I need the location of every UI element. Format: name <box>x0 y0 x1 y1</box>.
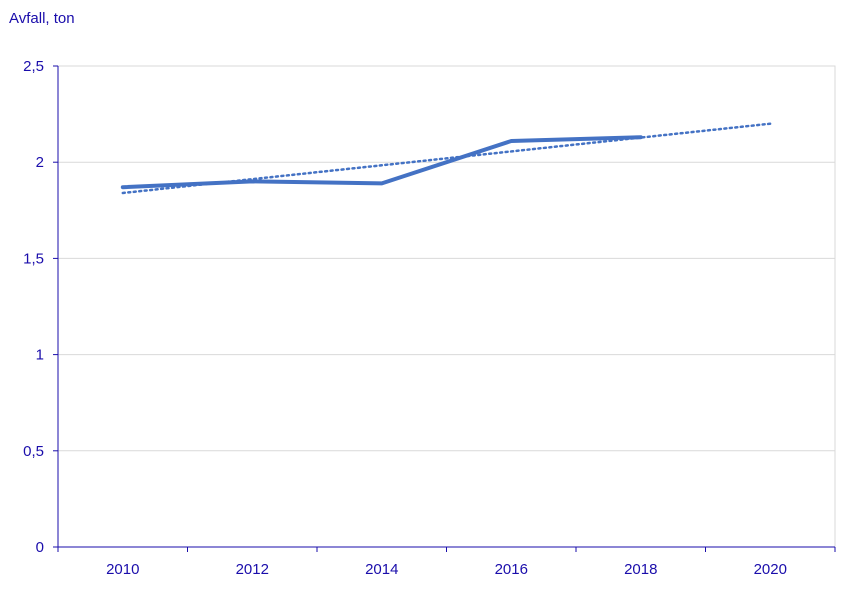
x-tick-label: 2016 <box>495 561 528 578</box>
y-tick-label: 2 <box>36 154 44 171</box>
plot-area-border <box>57 65 836 548</box>
y-tick-labels: 0 0,5 1 1,5 2 2,5 <box>23 58 44 556</box>
x-tick-label: 2010 <box>106 561 139 578</box>
axes <box>53 65 836 552</box>
y-tick-label: 1 <box>36 347 44 364</box>
trend-line <box>121 122 772 195</box>
x-tick-label: 2020 <box>754 561 787 578</box>
y-tick-label: 0 <box>36 539 44 556</box>
gridlines <box>57 65 836 548</box>
y-tick-label: 2,5 <box>23 58 44 75</box>
x-tick-label: 2012 <box>236 561 269 578</box>
series-lines <box>120 122 772 195</box>
x-tick-labels: 2010 2012 2014 2016 2018 2020 <box>106 561 787 578</box>
y-tick-label: 0,5 <box>23 443 44 460</box>
y-tick-label: 1,5 <box>23 250 44 267</box>
x-tick-label: 2018 <box>624 561 657 578</box>
x-tick-label: 2014 <box>365 561 398 578</box>
y-axis-title: Avfall, ton <box>9 10 75 27</box>
